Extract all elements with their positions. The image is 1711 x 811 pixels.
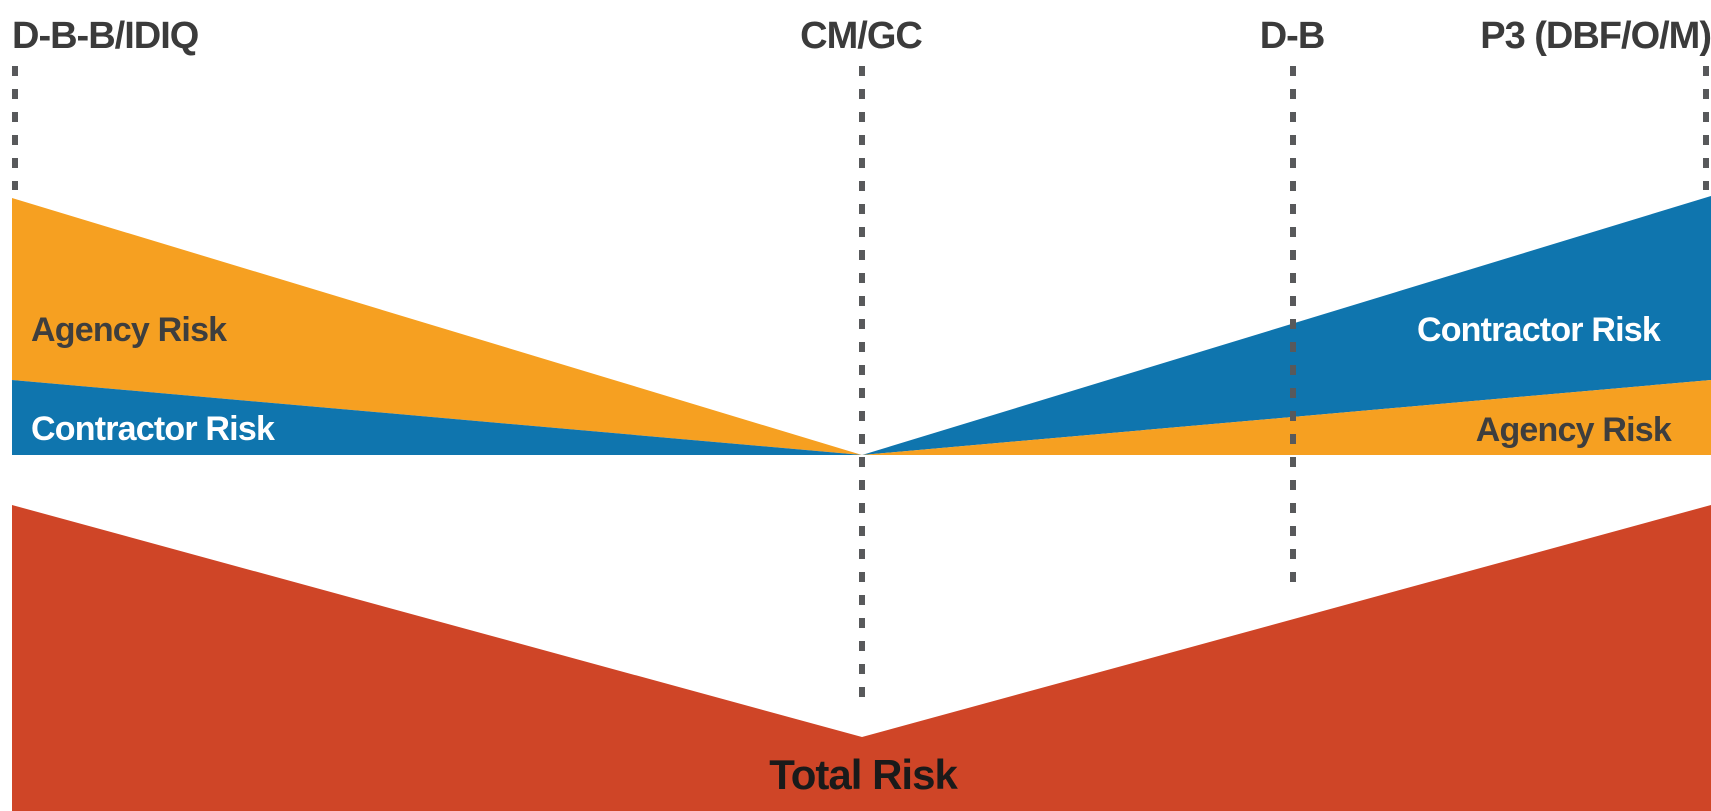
method-label-db: D-B (1260, 15, 1325, 57)
right-agency-risk-wedge (862, 380, 1711, 455)
method-label-p3: P3 (DBF/O/M) (1480, 15, 1711, 57)
left-contractor-risk-label: Contractor Risk (31, 410, 275, 448)
method-label-cmgc: CM/GC (800, 15, 922, 57)
method-label-dbb: D-B-B/IDIQ (12, 15, 198, 57)
left-agency-risk-label: Agency Risk (31, 311, 227, 349)
right-contractor-risk-label: Contractor Risk (1417, 311, 1661, 349)
left-agency-risk-wedge (12, 198, 862, 455)
total-risk-area (12, 505, 1711, 811)
total-risk-label: Total Risk (769, 751, 958, 798)
right-agency-risk-label: Agency Risk (1476, 411, 1672, 449)
left-contractor-risk-wedge (12, 380, 862, 455)
right-contractor-risk-wedge (862, 196, 1711, 455)
